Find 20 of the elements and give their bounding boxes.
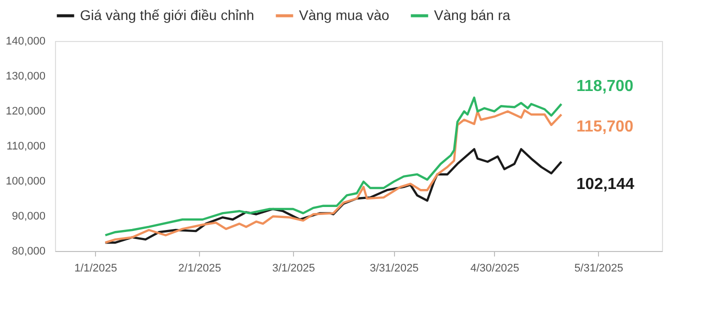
y-tick-label: 90,000: [12, 210, 46, 222]
annotation: 118,700: [576, 78, 634, 95]
y-tick-label: 80,000: [12, 246, 46, 258]
y-tick-label: 100,000: [6, 176, 46, 188]
legend-label: Giá vàng thế giới điều chỉnh: [80, 6, 254, 23]
x-tick-label: 3/31/2025: [370, 262, 419, 274]
y-tick-label: 140,000: [6, 36, 46, 48]
x-tick-label: 2/1/2025: [178, 262, 222, 274]
annotation: 115,700: [576, 118, 634, 136]
line-series: [104, 148, 562, 244]
x-tick-label: 4/30/2025: [470, 262, 520, 274]
y-tick-label: 130,000: [6, 70, 46, 82]
x-tick-label: 1/1/2025: [74, 262, 118, 274]
y-tick-label: 120,000: [6, 106, 46, 118]
x-tick-label: 3/1/2025: [272, 262, 316, 274]
x-tick-label: 5/31/2025: [574, 262, 624, 274]
legend-label: Vàng bán ra: [434, 6, 510, 23]
annotation: 102,144: [576, 176, 634, 193]
legend-label: Vàng mua vào: [299, 6, 390, 23]
y-tick-label: 110,000: [6, 140, 46, 152]
